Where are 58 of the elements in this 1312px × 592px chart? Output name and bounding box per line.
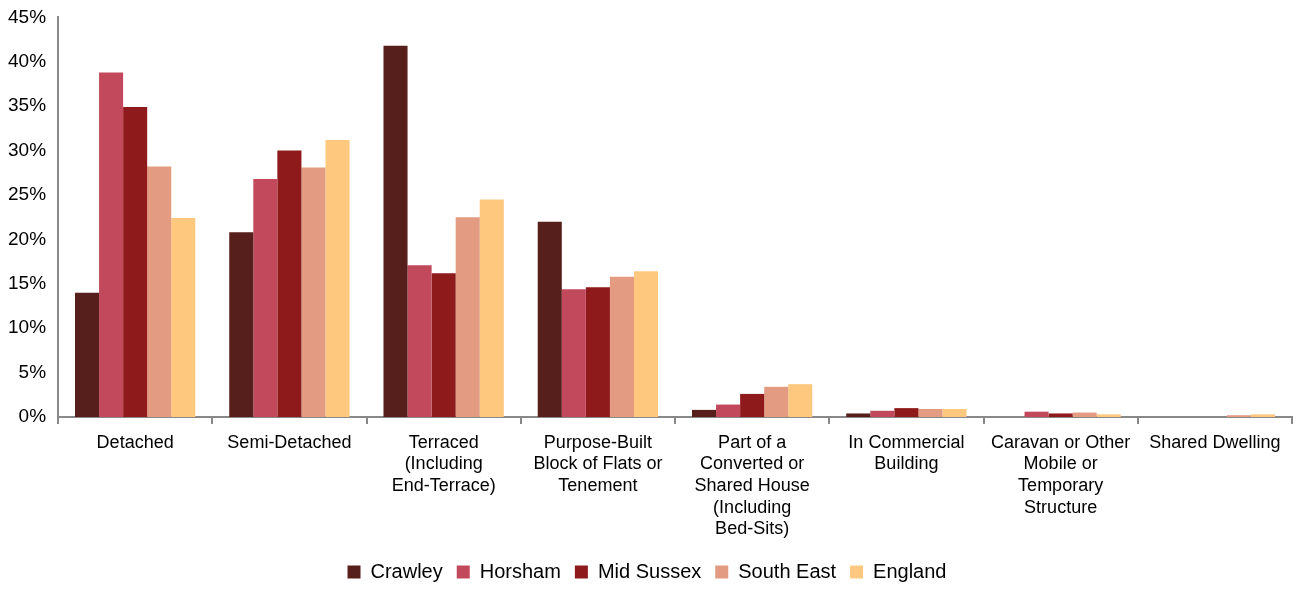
x-tick-label: Purpose-Built Block of Flats or Tenement <box>533 431 663 495</box>
legend-label: Mid Sussex <box>597 559 702 582</box>
y-tick-label: 15% <box>8 272 47 294</box>
bar <box>455 217 480 417</box>
bar <box>431 273 456 417</box>
bar <box>561 289 586 417</box>
x-tick-label: Shared Dwelling <box>1149 431 1281 452</box>
bar <box>609 276 634 417</box>
bar <box>764 386 789 417</box>
bar <box>1072 412 1097 417</box>
y-tick-label: 25% <box>8 183 47 205</box>
legend-label: Crawley <box>370 559 443 582</box>
bar <box>942 409 967 417</box>
bar <box>407 265 432 417</box>
legend-label: South East <box>738 559 837 582</box>
bar <box>1048 413 1073 417</box>
bar <box>171 218 196 417</box>
bar <box>716 404 741 417</box>
bar <box>479 199 504 417</box>
bar <box>277 150 302 417</box>
bar <box>99 72 124 417</box>
y-tick-label: 0% <box>18 405 47 427</box>
x-tick-label: Terraced (Including End-Terrace) <box>391 431 496 495</box>
bar <box>918 409 943 417</box>
bar <box>123 107 148 417</box>
x-tick-label: Part of a Converted or Shared House (Including Bed-Sits) <box>694 431 810 539</box>
x-tick-label: In Commercial Building <box>848 431 965 474</box>
bar <box>1096 414 1121 417</box>
bar <box>585 287 610 417</box>
legend-label: Horsham <box>479 559 561 582</box>
y-tick-label: 40% <box>8 50 47 72</box>
y-tick-label: 30% <box>8 138 47 160</box>
legend-label: England <box>873 559 947 582</box>
x-tick-label: Semi-Detached <box>227 431 352 452</box>
bar <box>691 409 717 417</box>
bar <box>633 271 659 417</box>
bar <box>894 408 919 417</box>
bar <box>383 45 408 417</box>
bar <box>301 167 326 417</box>
bar <box>229 232 254 417</box>
bar <box>1024 411 1049 417</box>
bar <box>740 393 765 417</box>
bar <box>253 179 278 417</box>
y-tick-label: 20% <box>8 227 47 249</box>
bar <box>147 166 172 417</box>
bar <box>325 139 350 417</box>
x-tick-label: Caravan or Other Mobile or Temporary Structure <box>991 431 1131 517</box>
x-tick-label: Detached <box>96 431 174 452</box>
y-tick-label: 45% <box>8 5 47 27</box>
bar <box>537 221 562 417</box>
bar <box>75 292 100 417</box>
bar <box>1250 414 1276 417</box>
y-tick-label: 10% <box>8 316 47 338</box>
y-tick-label: 35% <box>8 94 47 116</box>
bar <box>788 384 813 417</box>
y-tick-label: 5% <box>18 360 47 382</box>
bar <box>870 410 895 417</box>
bar <box>846 413 871 417</box>
